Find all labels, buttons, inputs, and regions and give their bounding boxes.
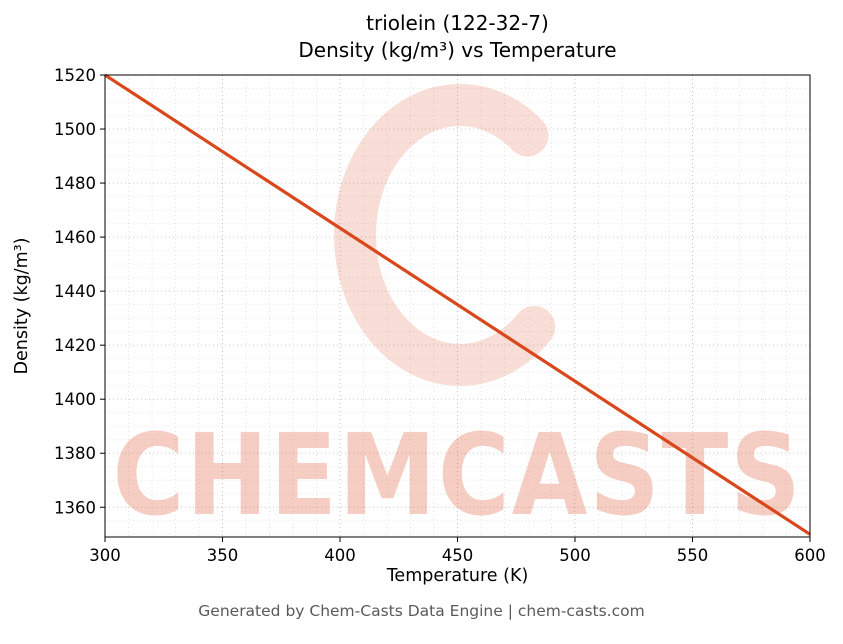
chart-title: triolein (122-32-7) Density (kg/m³) vs T… bbox=[105, 10, 810, 64]
x-tick-label: 450 bbox=[442, 546, 474, 565]
y-tick-label: 1480 bbox=[54, 174, 96, 193]
x-tick-label: 500 bbox=[559, 546, 591, 565]
y-tick-label: 1520 bbox=[54, 66, 96, 85]
x-axis-label: Temperature (K) bbox=[386, 566, 529, 586]
x-tick-label: 400 bbox=[324, 546, 356, 565]
y-tick-label: 1440 bbox=[54, 282, 96, 301]
x-tick-label: 600 bbox=[794, 546, 826, 565]
chart-title-line2: Density (kg/m³) vs Temperature bbox=[298, 38, 617, 62]
x-tick-label: 350 bbox=[207, 546, 239, 565]
chemcasts-text-watermark: CHEMCASTS bbox=[113, 411, 803, 541]
y-tick-label: 1400 bbox=[54, 390, 96, 409]
x-tick-label: 300 bbox=[89, 546, 121, 565]
chart-title-line1: triolein (122-32-7) bbox=[366, 11, 549, 35]
x-tick-label: 550 bbox=[677, 546, 709, 565]
y-tick-label: 1420 bbox=[54, 336, 96, 355]
chemcasts-logo-watermark bbox=[334, 83, 556, 386]
y-tick-label: 1380 bbox=[54, 444, 96, 463]
y-tick-label: 1460 bbox=[54, 228, 96, 247]
series-line-density bbox=[104, 73, 811, 536]
y-tick-label: 1500 bbox=[54, 120, 96, 139]
y-tick-label: 1360 bbox=[54, 498, 96, 517]
y-axis-label: Density (kg/m³) bbox=[12, 237, 32, 375]
footer-attribution: Generated by Chem-Casts Data Engine | ch… bbox=[198, 602, 645, 620]
